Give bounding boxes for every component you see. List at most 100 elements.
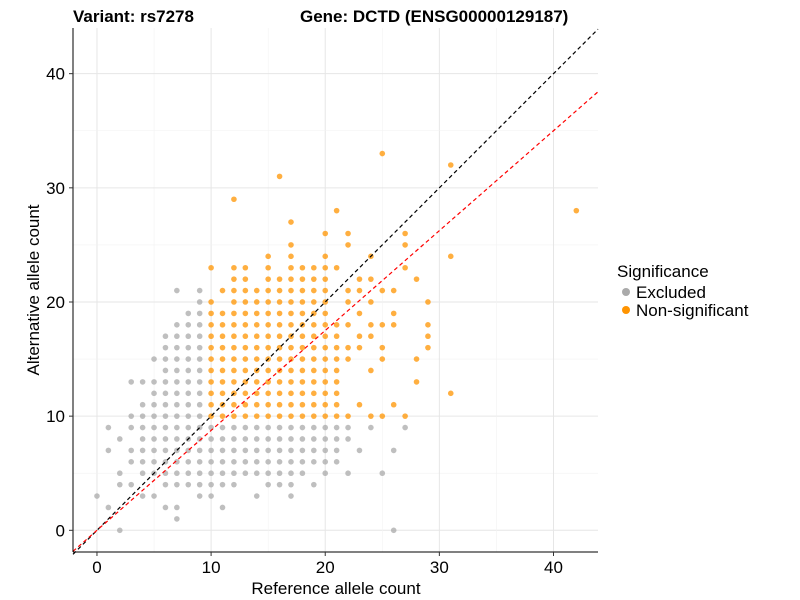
point-non-significant: [311, 344, 317, 351]
point-non-significant: [253, 401, 260, 408]
point-non-significant: [231, 299, 237, 305]
point-excluded: [151, 390, 157, 397]
point-excluded: [128, 413, 135, 419]
point-excluded: [219, 504, 226, 511]
point-excluded: [333, 459, 340, 465]
point-excluded: [242, 470, 249, 477]
point-excluded: [151, 413, 157, 419]
point-excluded: [151, 379, 157, 385]
point-non-significant: [231, 401, 237, 408]
point-non-significant: [265, 322, 271, 328]
point-excluded: [162, 367, 169, 374]
point-non-significant: [345, 287, 351, 294]
point-excluded: [128, 379, 135, 385]
point-excluded: [231, 481, 237, 488]
title-gene: Gene: DCTD (ENSG00000129187): [300, 7, 568, 26]
point-non-significant: [288, 287, 294, 294]
point-non-significant: [253, 413, 260, 419]
point-excluded: [265, 470, 271, 477]
point-excluded: [151, 459, 157, 465]
point-excluded: [174, 470, 180, 477]
point-non-significant: [265, 379, 271, 385]
point-excluded: [322, 424, 329, 431]
point-non-significant: [253, 322, 260, 328]
point-non-significant: [265, 333, 271, 340]
point-non-significant: [219, 413, 226, 419]
point-non-significant: [311, 264, 317, 271]
point-non-significant: [253, 344, 260, 351]
point-excluded: [288, 436, 294, 442]
point-excluded: [162, 413, 169, 419]
point-excluded: [162, 379, 169, 385]
point-non-significant: [333, 379, 340, 385]
point-excluded: [208, 436, 214, 442]
point-non-significant: [288, 310, 294, 317]
point-excluded: [162, 356, 169, 362]
point-excluded: [208, 424, 214, 431]
point-excluded: [162, 401, 169, 408]
point-excluded: [174, 504, 180, 511]
point-non-significant: [242, 413, 249, 419]
point-non-significant: [322, 367, 329, 374]
point-excluded: [299, 424, 306, 431]
point-non-significant: [219, 379, 226, 385]
point-excluded: [162, 333, 169, 340]
point-non-significant: [322, 356, 329, 362]
point-non-significant: [345, 344, 351, 351]
point-non-significant: [311, 390, 317, 397]
point-non-significant: [288, 253, 294, 260]
point-excluded: [196, 390, 203, 397]
point-non-significant: [242, 276, 249, 282]
point-non-significant: [231, 310, 237, 317]
point-non-significant: [379, 356, 386, 362]
point-excluded: [265, 436, 271, 442]
point-non-significant: [276, 287, 283, 294]
point-non-significant: [276, 356, 283, 362]
point-non-significant: [242, 401, 249, 408]
point-non-significant: [311, 356, 317, 362]
point-excluded: [174, 322, 180, 328]
point-non-significant: [299, 276, 306, 282]
point-excluded: [139, 459, 146, 465]
point-excluded: [185, 367, 192, 374]
point-excluded: [231, 424, 237, 431]
point-excluded: [219, 447, 226, 454]
point-non-significant: [219, 322, 226, 328]
point-excluded: [185, 424, 192, 431]
point-excluded: [174, 379, 180, 385]
point-excluded: [208, 493, 214, 499]
point-excluded: [345, 470, 351, 477]
point-non-significant: [356, 333, 363, 340]
y-tick-label: 40: [46, 65, 65, 84]
point-non-significant: [379, 344, 386, 351]
point-excluded: [196, 333, 203, 340]
point-excluded: [288, 470, 294, 477]
point-non-significant: [368, 299, 374, 305]
point-excluded: [116, 481, 123, 488]
point-excluded: [276, 447, 283, 454]
point-non-significant: [322, 379, 329, 385]
grid: [73, 28, 598, 552]
point-excluded: [276, 481, 283, 488]
point-excluded: [276, 436, 283, 442]
point-excluded: [185, 310, 192, 317]
x-tick-label: 40: [544, 558, 563, 577]
point-excluded: [185, 470, 192, 477]
point-non-significant: [276, 276, 283, 282]
point-excluded: [151, 356, 157, 362]
point-non-significant: [242, 299, 249, 305]
point-excluded: [253, 424, 260, 431]
point-excluded: [196, 356, 203, 362]
point-non-significant: [311, 413, 317, 419]
x-tick-label: 30: [430, 558, 449, 577]
point-excluded: [253, 447, 260, 454]
point-excluded: [174, 424, 180, 431]
point-excluded: [185, 356, 192, 362]
point-non-significant: [219, 344, 226, 351]
point-non-significant: [299, 367, 306, 374]
point-excluded: [196, 287, 203, 294]
point-excluded: [162, 447, 169, 454]
point-non-significant: [379, 322, 386, 328]
point-non-significant: [368, 367, 374, 374]
point-excluded: [116, 436, 123, 442]
